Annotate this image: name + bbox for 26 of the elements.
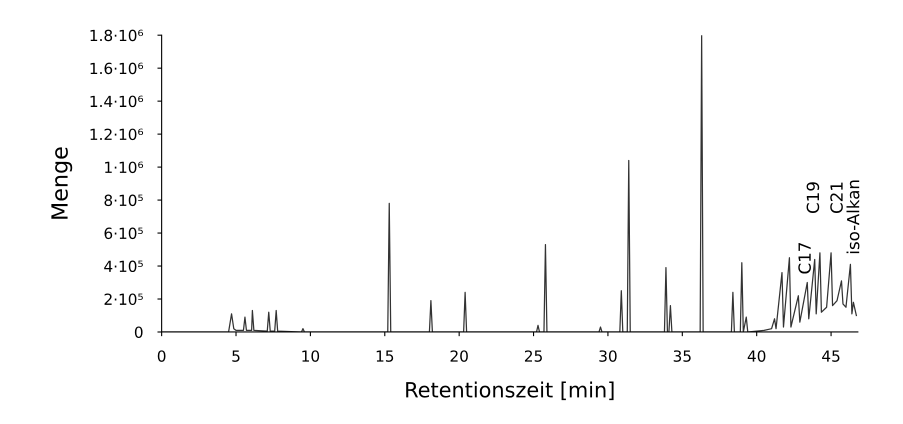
y-tick-label: 2·10⁵ <box>104 293 143 306</box>
y-tick-label: 1.2·10⁶ <box>90 128 144 140</box>
x-tick-label: 30 <box>599 350 617 362</box>
y-tick-label: 4·10⁵ <box>104 260 143 272</box>
annotation: iso-Alkan <box>846 180 860 254</box>
annotation: C19 <box>806 182 820 214</box>
annotation: C17 <box>798 243 811 274</box>
y-tick-label: 8·10⁵ <box>104 194 143 206</box>
x-axis-title: Retentionszeit [min] <box>406 382 614 400</box>
x-tick-label: 40 <box>748 350 766 362</box>
x-tick-label: 0 <box>158 350 166 362</box>
x-tick-label: 5 <box>232 350 240 362</box>
y-tick-label: 1.8·10⁶ <box>90 30 144 42</box>
x-tick-label: 25 <box>524 350 542 362</box>
y-tick-label: 1.4·10⁶ <box>90 96 144 108</box>
x-tick-label: 10 <box>302 350 320 362</box>
x-tick-label: 35 <box>674 350 691 362</box>
x-tick-label: 20 <box>450 350 468 362</box>
y-tick-label: 1.6·10⁶ <box>90 62 144 74</box>
x-tick-label: 15 <box>376 350 394 362</box>
y-tick-label: 1·10⁶ <box>105 162 144 174</box>
y-tick-label: 6·10⁵ <box>104 228 143 240</box>
annotation: C21 <box>830 182 843 214</box>
y-tick-label: 0 <box>134 326 143 338</box>
x-tick-label: 45 <box>822 350 840 362</box>
y-axis-title: Menge <box>51 147 72 219</box>
